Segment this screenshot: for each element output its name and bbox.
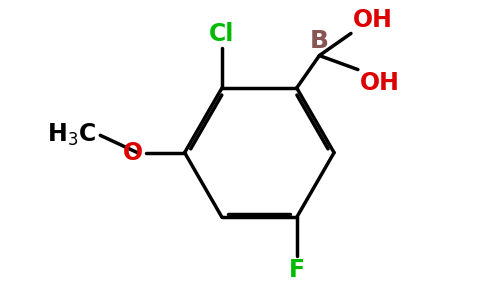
Text: B: B [310, 29, 329, 53]
Text: OH: OH [353, 8, 393, 31]
Text: Cl: Cl [209, 22, 235, 46]
Text: F: F [288, 258, 305, 282]
Text: OH: OH [360, 71, 400, 95]
Text: H$_3$C: H$_3$C [47, 122, 96, 148]
Text: O: O [122, 141, 143, 165]
